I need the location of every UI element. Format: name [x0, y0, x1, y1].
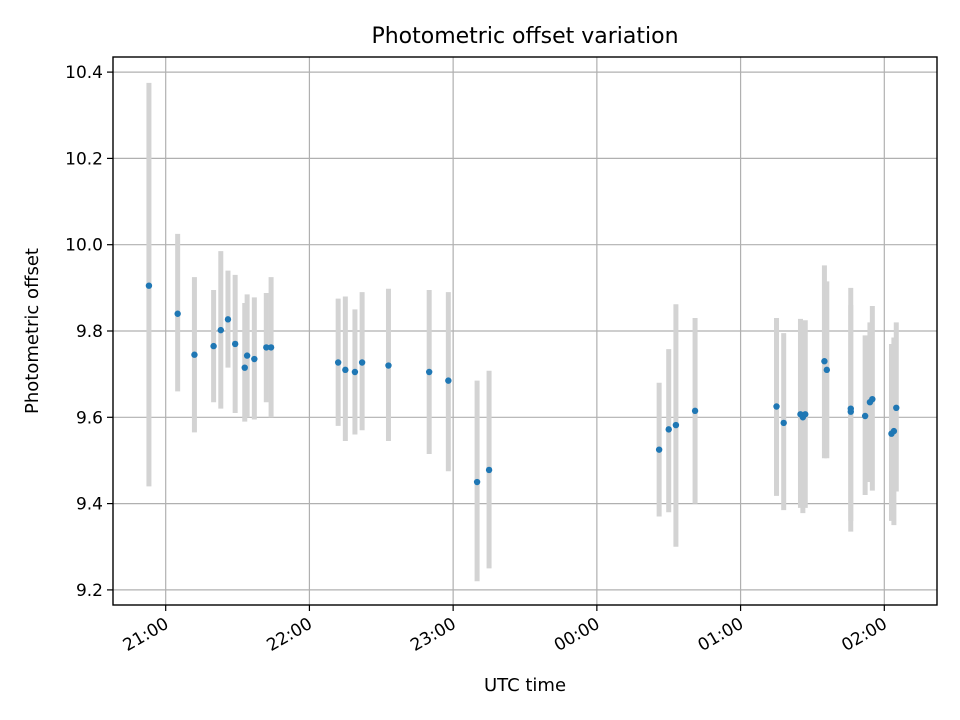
data-point: [217, 326, 224, 334]
data-point: [342, 366, 349, 374]
data-point: [267, 344, 275, 351]
data-point: [773, 403, 780, 410]
y-tick-label: 9.2: [76, 581, 103, 601]
x-axis-label: UTC time: [484, 675, 566, 696]
x-tick-label: 22:00: [263, 614, 315, 656]
y-tick-label: 10.2: [65, 149, 103, 169]
data-point: [243, 352, 251, 359]
data-point: [191, 351, 198, 358]
data-point: [145, 282, 153, 289]
data-point: [823, 366, 831, 374]
y-tick-label: 9.6: [76, 408, 103, 428]
chart-title: Photometric offset variation: [371, 24, 678, 49]
data-point: [224, 316, 232, 323]
data-point: [893, 404, 900, 412]
data-point: [691, 407, 699, 415]
data-point: [672, 421, 680, 429]
data-point: [485, 466, 493, 474]
data-point: [861, 412, 869, 420]
data-point: [263, 344, 270, 351]
data-point: [869, 395, 876, 403]
data-point: [231, 340, 239, 348]
data-point: [445, 377, 452, 384]
x-tick-label: 02:00: [838, 614, 890, 656]
data-point: [780, 419, 787, 427]
y-axis-label: Photometric offset: [22, 248, 43, 414]
data-point: [665, 426, 672, 433]
data-point: [210, 342, 217, 350]
data-point: [351, 368, 359, 376]
x-tick-label: 01:00: [695, 614, 747, 656]
y-tick-label: 10.0: [65, 236, 103, 256]
data-point: [241, 364, 248, 371]
data-points: [145, 282, 900, 486]
data-point: [847, 408, 854, 415]
data-point: [802, 411, 809, 418]
data-point: [821, 358, 828, 365]
data-point: [385, 362, 392, 369]
data-point: [174, 310, 181, 317]
data-point: [890, 427, 898, 435]
data-point: [655, 446, 663, 453]
x-tick-label: 21:00: [120, 614, 172, 656]
data-point: [334, 359, 342, 366]
data-point: [251, 355, 258, 363]
x-tick-label: 00:00: [551, 614, 603, 656]
data-point: [425, 368, 433, 376]
data-point: [473, 478, 481, 486]
data-point: [358, 359, 366, 366]
x-tick-label: 23:00: [407, 614, 459, 656]
y-tick-label: 9.4: [76, 495, 103, 515]
error-bars: [146, 82, 899, 582]
y-tick-label: 9.8: [76, 322, 103, 342]
y-tick-label: 10.4: [65, 63, 103, 83]
